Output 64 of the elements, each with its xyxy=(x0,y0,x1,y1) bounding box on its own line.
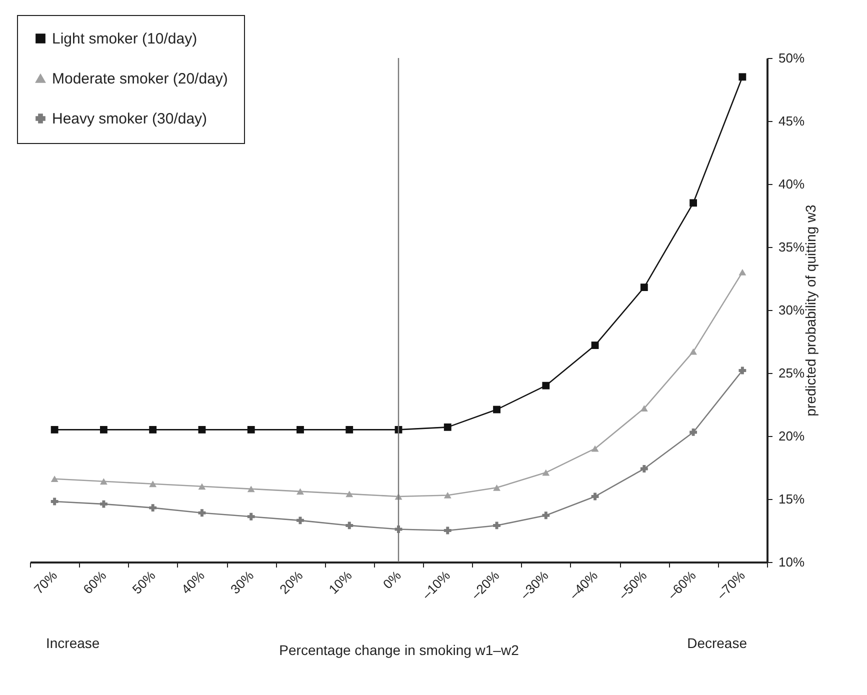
text: Increase xyxy=(46,635,100,651)
point xyxy=(346,490,354,498)
y-axis-title: predicted probability of quitting w3 xyxy=(802,204,819,416)
point xyxy=(100,478,108,485)
point xyxy=(640,405,648,412)
point xyxy=(738,366,746,374)
point xyxy=(542,469,550,476)
point xyxy=(198,483,206,490)
point xyxy=(444,526,452,534)
point xyxy=(198,426,206,434)
legend-label: Moderate smoker (20/day) xyxy=(52,70,228,88)
point xyxy=(738,268,746,276)
point xyxy=(346,522,354,530)
x-tick-label: 30% xyxy=(228,568,257,597)
point xyxy=(296,426,304,434)
x-tick-label: 70% xyxy=(31,568,60,597)
point xyxy=(493,484,500,491)
y-tick-label: 45% xyxy=(778,114,805,128)
legend-label: Heavy smoker (30/day) xyxy=(52,110,208,128)
y-tick-label: 50% xyxy=(778,50,805,66)
point xyxy=(50,476,58,482)
x-axis-title: Percentage change in smoking w1–w2 xyxy=(279,642,520,658)
point xyxy=(640,284,648,292)
point xyxy=(690,348,698,355)
point xyxy=(493,406,500,414)
point xyxy=(296,488,304,495)
text: Decrease xyxy=(687,635,748,651)
point xyxy=(542,382,550,390)
point xyxy=(493,522,500,530)
point xyxy=(50,426,58,434)
y-tick-label: 30% xyxy=(778,302,805,318)
point xyxy=(738,73,746,81)
point xyxy=(198,509,206,517)
x-tick-label: 50% xyxy=(129,568,159,597)
point xyxy=(444,423,452,431)
point xyxy=(149,426,157,434)
point xyxy=(346,426,354,434)
point xyxy=(100,500,108,508)
point xyxy=(100,426,108,434)
y-tick-label: 40% xyxy=(778,176,805,192)
x-tick-label: 60% xyxy=(80,568,110,597)
point xyxy=(149,480,157,488)
point xyxy=(690,199,698,207)
y-tick-label: 10% xyxy=(778,554,805,570)
point xyxy=(542,512,550,520)
point xyxy=(591,445,599,452)
point xyxy=(444,492,452,498)
point xyxy=(591,342,599,349)
point xyxy=(640,465,648,472)
point xyxy=(247,426,255,434)
point xyxy=(296,516,304,524)
y-tick-label: 35% xyxy=(778,240,805,254)
point xyxy=(149,504,157,512)
y-tick-label: 15% xyxy=(778,492,805,506)
point xyxy=(591,492,599,500)
point xyxy=(690,428,698,436)
y-tick-label: 20% xyxy=(778,428,805,444)
y-tick-label: 25% xyxy=(778,366,805,380)
legend-label: Light smoker (10/day) xyxy=(52,30,198,48)
x-tick-label: 0% xyxy=(380,568,404,592)
point xyxy=(247,486,255,492)
point xyxy=(50,498,58,506)
x-tick-label: 40% xyxy=(178,568,208,597)
point xyxy=(247,512,255,520)
